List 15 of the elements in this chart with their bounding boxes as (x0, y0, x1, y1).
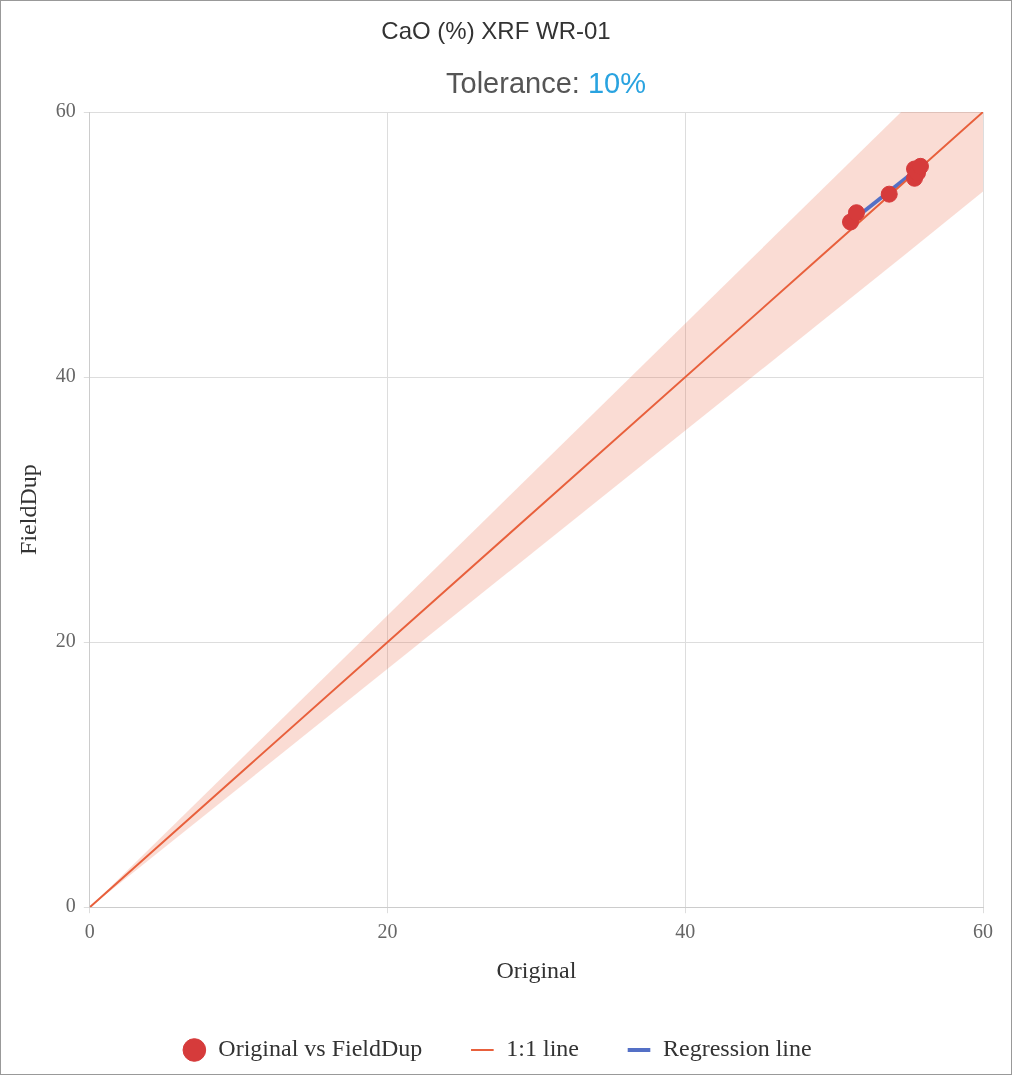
legend-label: 1:1 line (506, 1035, 579, 1062)
y-axis-title: FieldDup (14, 464, 41, 555)
x-tick-label: 0 (84, 920, 95, 943)
chart-subtitle: Tolerance: 10% (446, 67, 646, 99)
legend-label: Regression line (663, 1035, 812, 1062)
chart-title: CaO (%) XRF WR-01 (380, 17, 612, 45)
x-tick-label: 40 (675, 920, 696, 943)
x-tick-label: 20 (377, 920, 398, 943)
x-tick-label: 60 (973, 920, 993, 943)
y-tick-label: 0 (65, 894, 76, 917)
y-tick-label: 20 (55, 629, 76, 652)
y-tick-label: 40 (55, 364, 76, 387)
legend-label: Original vs FieldDup (218, 1035, 423, 1062)
x-axis-title: Original (496, 956, 577, 983)
y-tick-label: 60 (55, 99, 76, 122)
